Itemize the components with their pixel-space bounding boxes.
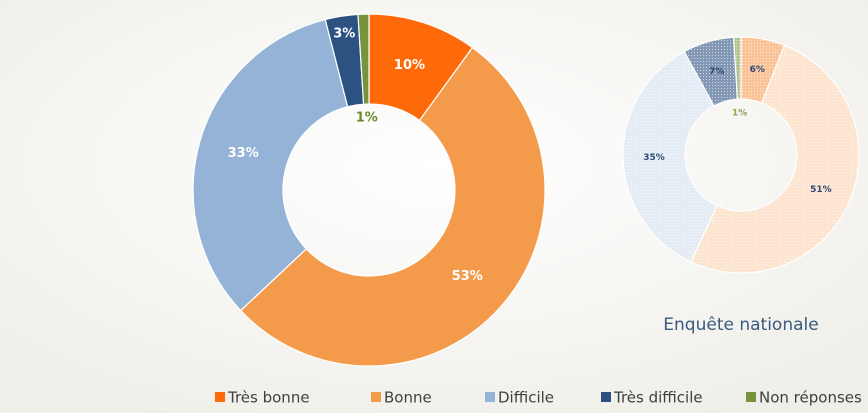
donut-slice — [239, 46, 546, 367]
legend-swatch — [601, 392, 611, 402]
data-label: 1% — [356, 111, 378, 126]
slice-pattern — [623, 51, 718, 262]
legend-label: Difficile — [498, 389, 554, 407]
slice-pattern — [733, 37, 741, 100]
legend-label: Bonne — [384, 389, 432, 407]
slice-pattern — [690, 45, 860, 274]
data-label: 1% — [732, 109, 747, 119]
data-label: 6% — [750, 65, 765, 75]
legend-label: Très bonne — [227, 389, 310, 407]
chart-title: Enquête nationale — [663, 315, 818, 335]
legend-swatch — [215, 392, 225, 402]
legend-swatch — [371, 392, 381, 402]
data-label: 3% — [333, 26, 355, 41]
data-label: 10% — [394, 58, 425, 73]
donut-slice — [357, 13, 370, 105]
data-label: 51% — [810, 185, 832, 195]
data-label: 33% — [228, 146, 259, 161]
data-label: 35% — [643, 153, 665, 163]
donut-slice — [192, 18, 349, 312]
legend-label: Très difficile — [613, 389, 703, 407]
data-label: 53% — [452, 269, 483, 284]
legend-swatch — [746, 392, 756, 402]
legend-label: Non réponses — [759, 389, 862, 407]
legend-swatch — [485, 392, 495, 402]
slice-pattern — [684, 37, 738, 106]
slice-pattern — [741, 37, 785, 103]
data-label: 7% — [709, 67, 724, 77]
